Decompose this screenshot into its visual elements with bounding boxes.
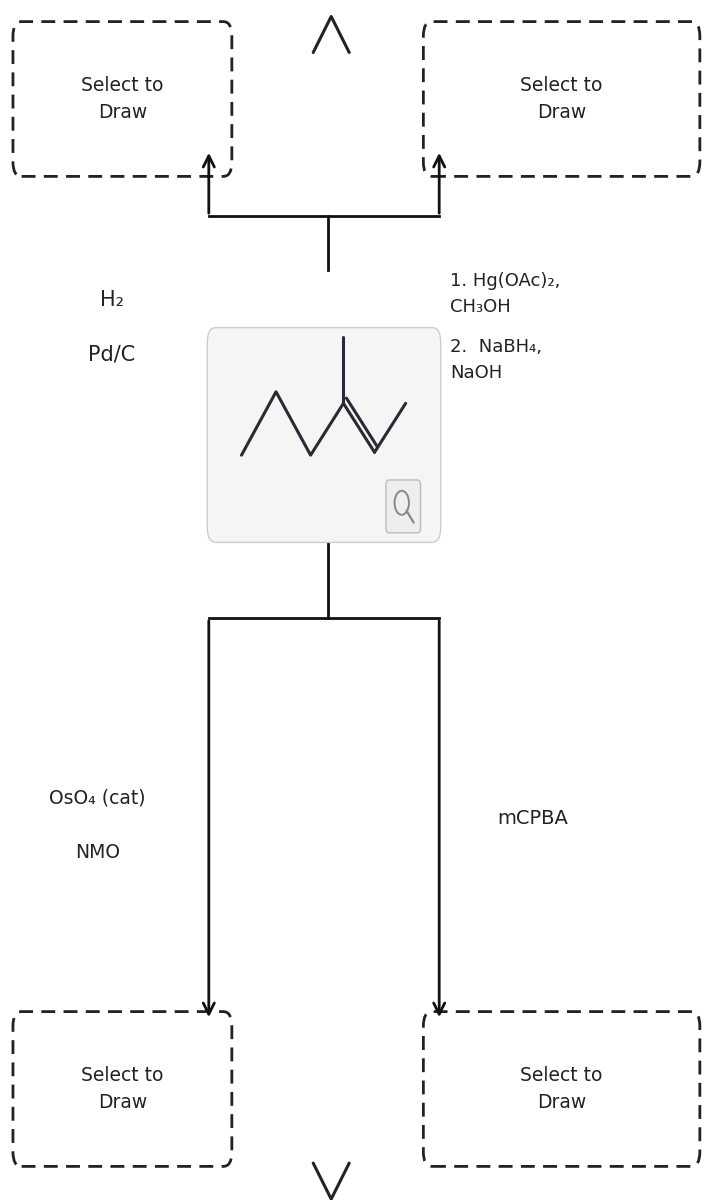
Text: Select to
Draw: Select to Draw	[521, 77, 603, 121]
Text: OsO₄ (cat): OsO₄ (cat)	[49, 788, 145, 808]
Text: mCPBA: mCPBA	[498, 809, 568, 828]
Text: Select to
Draw: Select to Draw	[521, 1067, 603, 1111]
Text: NMO: NMO	[75, 842, 120, 862]
FancyBboxPatch shape	[13, 22, 232, 176]
FancyBboxPatch shape	[13, 1012, 232, 1166]
Text: Pd/C: Pd/C	[88, 344, 135, 364]
Text: 2.  NaBH₄,
NaOH: 2. NaBH₄, NaOH	[450, 337, 542, 382]
Text: 1. Hg(OAc)₂,
CH₃OH: 1. Hg(OAc)₂, CH₃OH	[450, 271, 560, 316]
Text: Select to
Draw: Select to Draw	[81, 1067, 163, 1111]
Text: H₂: H₂	[99, 290, 124, 310]
FancyBboxPatch shape	[423, 22, 700, 176]
FancyBboxPatch shape	[207, 328, 441, 542]
FancyBboxPatch shape	[423, 1012, 700, 1166]
FancyBboxPatch shape	[386, 480, 420, 533]
Text: Select to
Draw: Select to Draw	[81, 77, 163, 121]
